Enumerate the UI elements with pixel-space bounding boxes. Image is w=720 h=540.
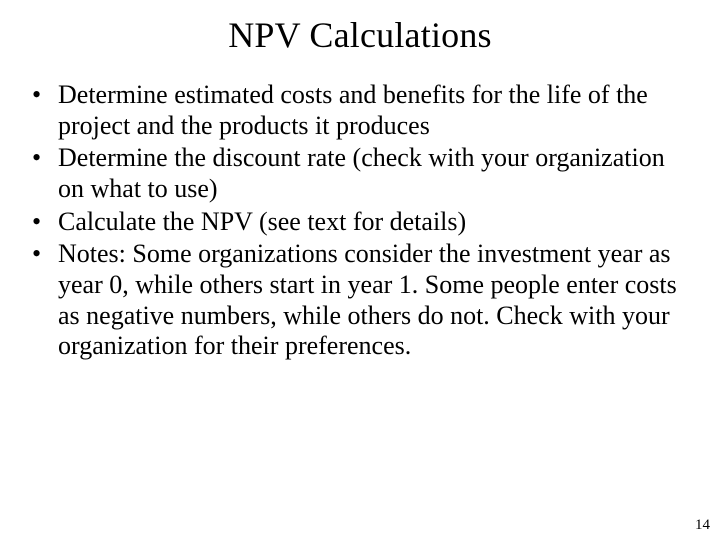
bullet-list: Determine estimated costs and benefits f…: [28, 80, 692, 362]
list-item: Determine estimated costs and benefits f…: [28, 80, 692, 141]
slide-title: NPV Calculations: [0, 0, 720, 62]
slide-body: Determine estimated costs and benefits f…: [0, 62, 720, 362]
list-item: Notes: Some organizations consider the i…: [28, 239, 692, 362]
list-item: Calculate the NPV (see text for details): [28, 207, 692, 238]
list-item: Determine the discount rate (check with …: [28, 143, 692, 204]
page-number: 14: [695, 517, 710, 534]
slide: NPV Calculations Determine estimated cos…: [0, 0, 720, 540]
